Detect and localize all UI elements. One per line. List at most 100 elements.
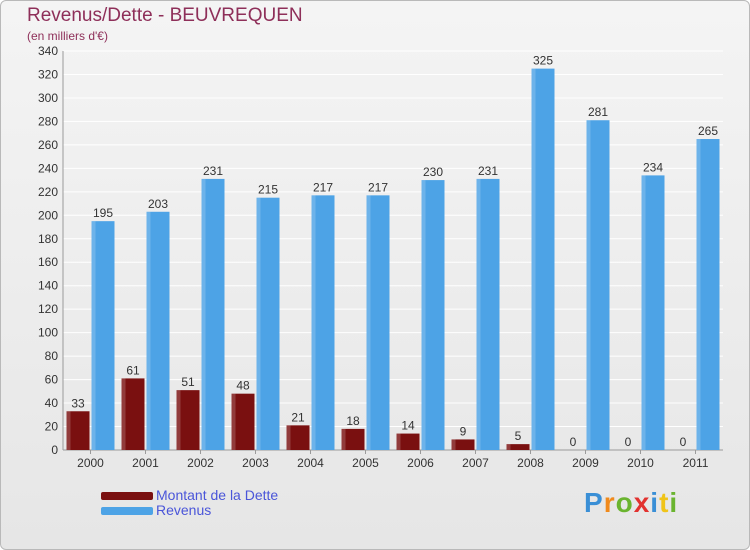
bar-highlight [66,411,71,450]
bar-highlight [506,444,511,450]
bar-highlight [396,433,401,450]
bar-dette [121,378,145,450]
x-tick-label: 2005 [352,456,379,470]
bar-revenus [586,120,610,451]
bar-highlight [121,378,126,450]
bar-dette [231,393,255,450]
bar-revenus [641,175,665,451]
x-tick-label: 2008 [517,456,544,470]
bar-revenus [421,180,445,450]
bar-highlight [421,180,426,450]
logo-letter: P [584,487,604,518]
y-tick-label: 0 [51,443,58,457]
data-label-revenus: 234 [643,160,663,174]
bar-highlight [366,195,371,450]
bar-dette [66,411,90,450]
data-label-dette: 21 [291,410,305,424]
bar-revenus [311,195,335,450]
axes [62,51,723,454]
data-label-dette: 14 [401,419,415,433]
data-label-revenus: 231 [478,164,498,178]
y-tick-label: 260 [38,138,58,152]
logo-letter: o [615,487,634,518]
data-label-revenus: 265 [698,124,718,138]
bar-highlight [91,221,96,450]
y-tick-label: 340 [38,44,58,58]
bar-highlight [231,393,236,450]
data-label-revenus: 281 [588,105,608,119]
y-tick-label: 200 [38,208,58,222]
logo-letter: i [650,487,660,518]
bar-revenus [256,197,280,450]
proxiti-logo: Proxiti [584,487,678,519]
y-tick-label: 280 [38,114,58,128]
bar-highlight [146,211,151,450]
y-tick-label: 80 [45,349,59,363]
data-label-dette: 5 [515,429,522,443]
data-label-dette: 9 [460,424,467,438]
bar-dette [176,390,200,450]
bars [66,68,720,451]
logo-letter: i [669,487,679,518]
chart-title: Revenus/Dette - BEUVREQUEN [27,5,303,26]
bar-revenus [476,178,500,450]
bar-highlight [256,197,261,450]
bar-highlight [201,178,206,450]
y-tick-label: 20 [45,420,59,434]
data-label-dette: 0 [570,435,577,449]
y-tick-label: 300 [38,91,58,105]
data-label-revenus: 325 [533,54,553,68]
y-tick-label: 140 [38,279,58,293]
y-tick-label: 240 [38,161,58,175]
y-tick-label: 40 [45,396,59,410]
bar-revenus [91,221,115,450]
bar-dette [341,428,365,450]
x-tick-label: 2004 [297,456,324,470]
logo-letter: r [603,487,616,518]
bar-highlight [341,428,346,450]
bar-dette [396,433,420,450]
bar-revenus [201,178,225,450]
grid-lines [63,50,723,428]
x-tick-label: 2010 [627,456,654,470]
bar-highlight [476,178,481,450]
x-tick-label: 2003 [242,456,269,470]
data-label-dette: 51 [181,375,195,389]
x-tick-label: 2001 [132,456,159,470]
logo-letter: t [659,487,670,518]
legend-swatch-dette [101,492,153,500]
y-tick-label: 120 [38,302,58,316]
y-tick-label: 180 [38,232,58,246]
bar-dette [506,444,530,450]
data-label-dette: 0 [625,435,632,449]
y-tick-label: 60 [45,373,59,387]
x-tick-label: 2006 [407,456,434,470]
data-labels: 33 195 61 203 51 231 48 215 21 217 18 217 14 230 9 231 5… [71,54,718,449]
bar-highlight [696,139,701,450]
data-label-revenus: 230 [423,165,443,179]
bar-highlight [176,390,181,450]
data-label-dette: 18 [346,414,360,428]
bar-highlight [641,175,646,451]
data-label-dette: 33 [71,396,85,410]
legend-label-dette: Montant de la Dette [156,487,279,503]
data-label-dette: 48 [236,379,250,393]
bar-dette [451,439,475,450]
y-tick-label: 320 [38,67,58,81]
data-label-revenus: 195 [93,206,113,220]
bar-highlight [531,68,536,451]
y-tick-label: 160 [38,255,58,269]
data-label-dette: 0 [680,435,687,449]
chart-subtitle: (en milliers d'€) [27,29,108,43]
bar-highlight [311,195,316,450]
bar-revenus [696,139,720,450]
legend-swatch-revenus [101,507,153,515]
data-label-revenus: 231 [203,164,223,178]
bar-highlight [451,439,456,450]
x-tick-label: 2000 [77,456,104,470]
y-tick-labels: 0 20 40 60 80 100 120 140 160 180 200 220 240 260 280 3… [38,44,58,457]
data-label-revenus: 215 [258,183,278,197]
x-tick-label: 2009 [572,456,599,470]
